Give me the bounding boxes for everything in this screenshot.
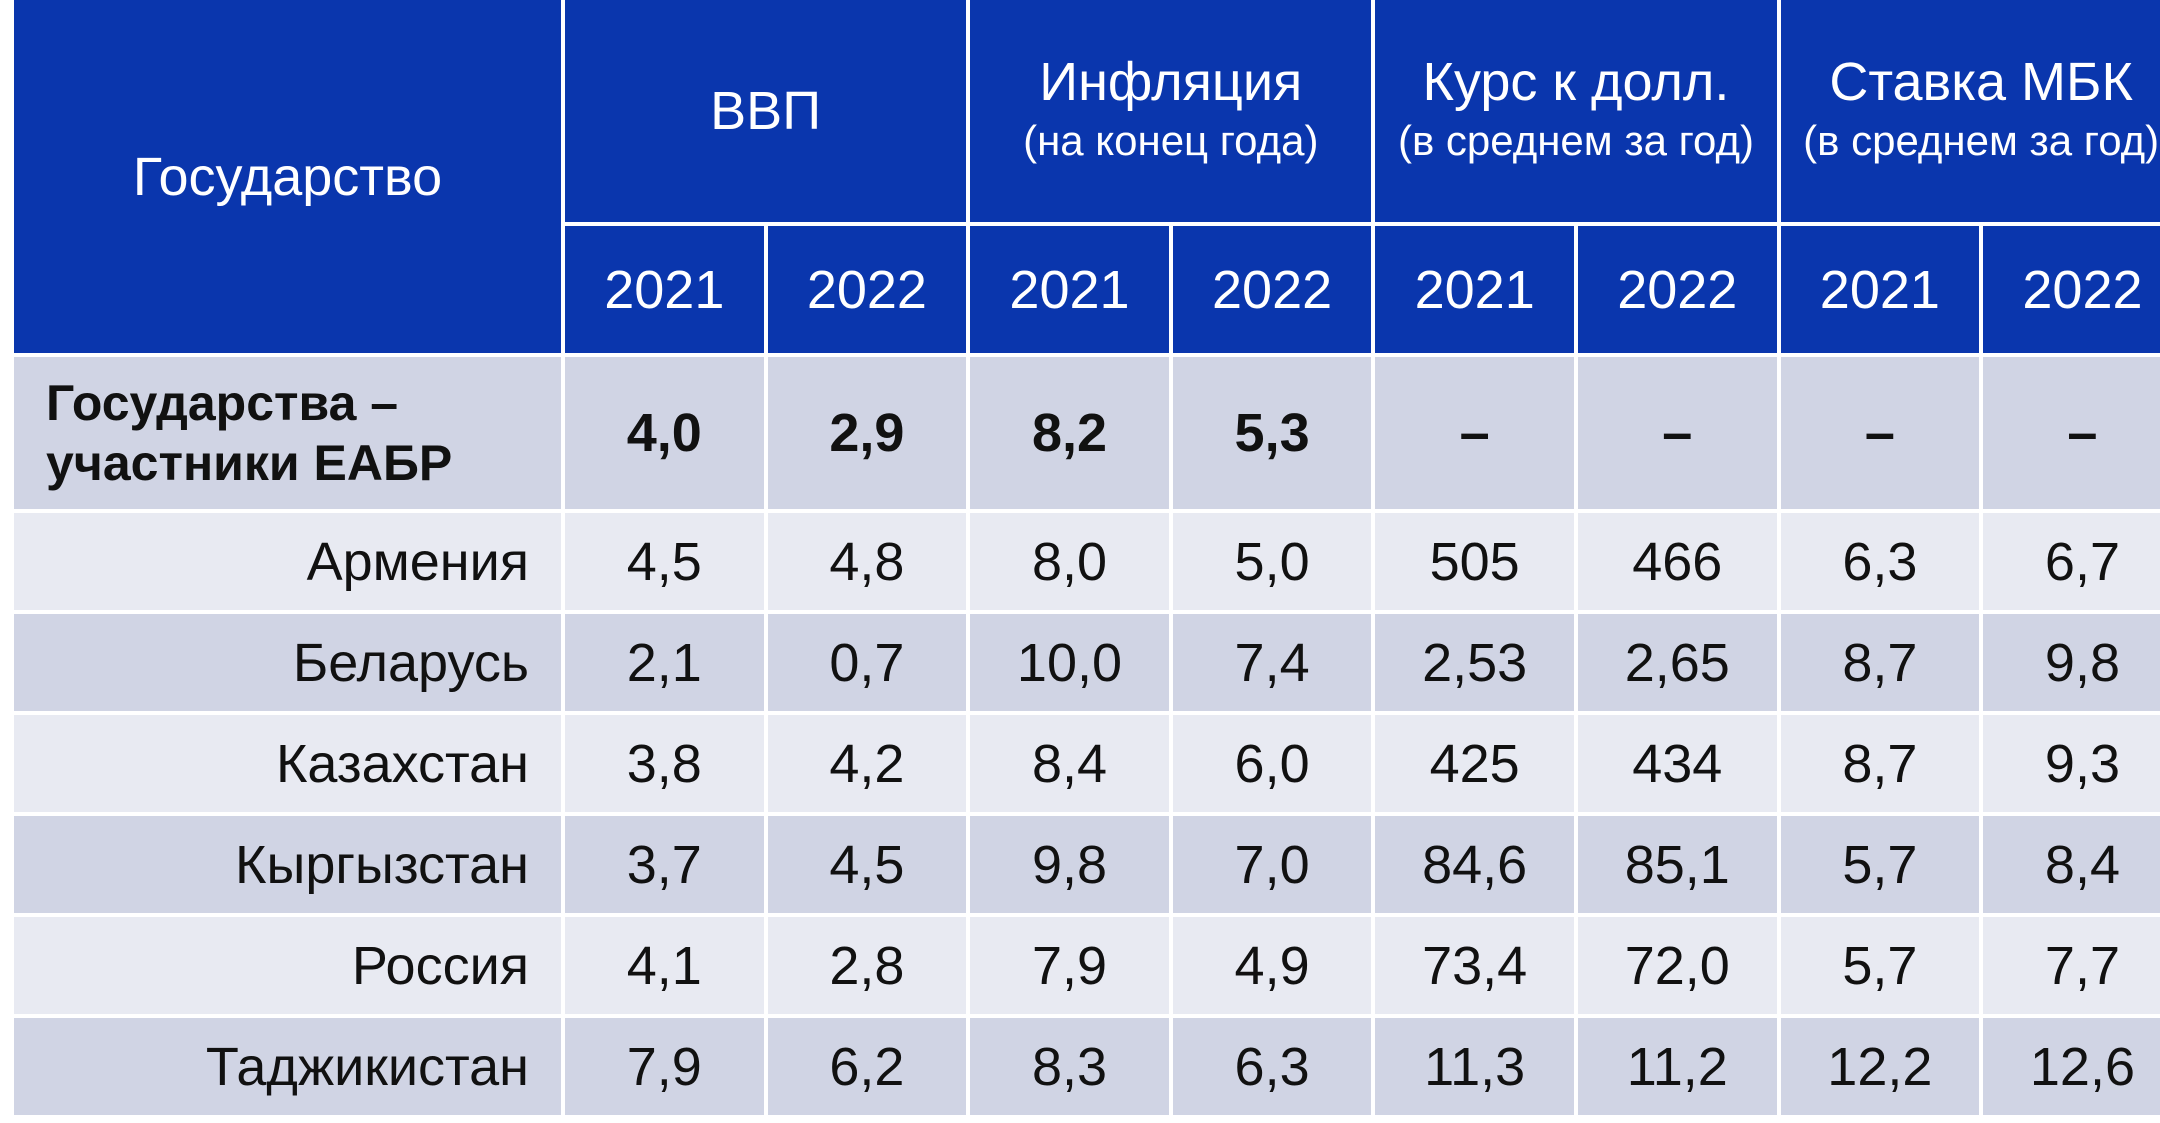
header-exchange-rate: Курс к долл. (в среднем за год) [1375, 0, 1777, 222]
total-cell: 4,0 [565, 357, 764, 509]
table-cell: 8,7 [1780, 614, 1980, 711]
table-cell: 3,8 [565, 715, 764, 812]
table-cell: 72,0 [1577, 917, 1777, 1014]
header-year: 2022 [1577, 226, 1777, 353]
table-cell: 4,9 [1172, 917, 1372, 1014]
table-cell: 12,2 [1780, 1018, 1980, 1115]
table-cell: 7,9 [565, 1018, 764, 1115]
table-cell: 4,2 [767, 715, 967, 812]
table-cell: 425 [1375, 715, 1574, 812]
table-cell: 10,0 [970, 614, 1169, 711]
table-cell: 7,7 [1983, 917, 2160, 1014]
table-cell: 73,4 [1375, 917, 1574, 1014]
header-state: Государство [14, 0, 561, 353]
header-year: 2021 [1780, 226, 1980, 353]
header-year: 2021 [970, 226, 1169, 353]
table-cell: 6,3 [1172, 1018, 1372, 1115]
header-exchange-rate-subtitle: (в среднем за год) [1397, 117, 1754, 165]
table-cell: 8,4 [1983, 816, 2160, 913]
header-inflation-title: Инфляция [1039, 52, 1303, 113]
header-inflation-subtitle: (на конец года) [1023, 117, 1319, 165]
table-cell: 9,8 [970, 816, 1169, 913]
header-gdp-title: ВВП [710, 80, 822, 141]
country-name: Армения [14, 513, 561, 610]
table-cell: 11,2 [1577, 1018, 1777, 1115]
table-cell: 12,6 [1983, 1018, 2160, 1115]
total-cell: – [1375, 357, 1574, 509]
table-cell: 6,7 [1983, 513, 2160, 610]
table-cell: 11,3 [1375, 1018, 1574, 1115]
header-year: 2022 [1983, 226, 2160, 353]
table-cell: 9,8 [1983, 614, 2160, 711]
header-year: 2022 [1172, 226, 1372, 353]
table-cell: 3,7 [565, 816, 764, 913]
header-interbank-rate: Ставка МБК (в среднем за год) [1780, 0, 2160, 222]
total-row-label: Государства – участники ЕАБР [14, 357, 561, 509]
table-cell: 5,7 [1780, 816, 1980, 913]
country-name: Россия [14, 917, 561, 1014]
table-cell: 434 [1577, 715, 1777, 812]
table-cell: 9,3 [1983, 715, 2160, 812]
header-year: 2021 [565, 226, 764, 353]
total-cell: 2,9 [767, 357, 967, 509]
table-cell: 85,1 [1577, 816, 1777, 913]
table-cell: 8,4 [970, 715, 1169, 812]
table-cell: 6,2 [767, 1018, 967, 1115]
table-cell: 505 [1375, 513, 1574, 610]
table-cell: 7,4 [1172, 614, 1372, 711]
header-year: 2021 [1375, 226, 1574, 353]
table-cell: 6,0 [1172, 715, 1372, 812]
header-exchange-rate-title: Курс к долл. [1422, 52, 1730, 113]
country-name: Казахстан [14, 715, 561, 812]
table-cell: 4,5 [565, 513, 764, 610]
country-name: Беларусь [14, 614, 561, 711]
total-cell: – [1780, 357, 1980, 509]
table-cell: 8,0 [970, 513, 1169, 610]
table-cell: 5,0 [1172, 513, 1372, 610]
header-gdp: ВВП [565, 0, 967, 222]
table-cell: 2,8 [767, 917, 967, 1014]
table-cell: 5,7 [1780, 917, 1980, 1014]
table-cell: 8,3 [970, 1018, 1169, 1115]
table-cell: 0,7 [767, 614, 967, 711]
header-year: 2022 [767, 226, 967, 353]
table-cell: 2,53 [1375, 614, 1574, 711]
table-cell: 7,0 [1172, 816, 1372, 913]
header-interbank-rate-title: Ставка МБК [1829, 52, 2133, 113]
table-cell: 8,7 [1780, 715, 1980, 812]
total-cell: 5,3 [1172, 357, 1372, 509]
header-interbank-rate-subtitle: (в среднем за год) [1803, 117, 2160, 165]
table-cell: 84,6 [1375, 816, 1574, 913]
table-cell: 4,5 [767, 816, 967, 913]
total-cell: – [1577, 357, 1777, 509]
total-cell: 8,2 [970, 357, 1169, 509]
table-cell: 466 [1577, 513, 1777, 610]
table-cell: 7,9 [970, 917, 1169, 1014]
table-cell: 4,1 [565, 917, 764, 1014]
country-name: Кыргызстан [14, 816, 561, 913]
header-inflation: Инфляция (на конец года) [970, 0, 1372, 222]
country-name: Таджикистан [14, 1018, 561, 1115]
table-cell: 2,65 [1577, 614, 1777, 711]
macro-indicators-table: Государство ВВП Инфляция (на конец года)… [14, 0, 2160, 1115]
table-cell: 4,8 [767, 513, 967, 610]
total-cell: – [1983, 357, 2160, 509]
table-cell: 6,3 [1780, 513, 1980, 610]
table-cell: 2,1 [565, 614, 764, 711]
